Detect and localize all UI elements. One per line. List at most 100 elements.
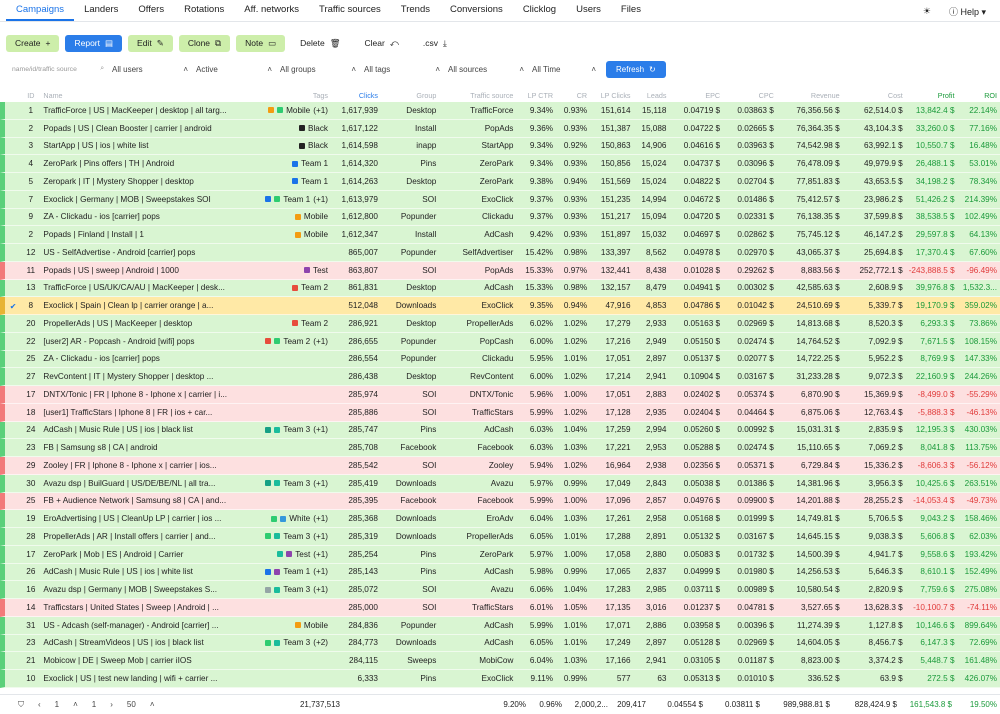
tab-aff-networks[interactable]: Aff. networks	[244, 4, 299, 15]
tab-files[interactable]: Files	[620, 4, 641, 15]
table-row[interactable]: 16 Avazu dsp | Germany | MOB | Sweepstake…	[0, 581, 1000, 599]
campaign-name[interactable]: ZeroPark | Mob | ES | Android | Carrier	[43, 549, 184, 559]
col-header-traffic-source[interactable]: Traffic source	[470, 90, 514, 100]
table-row[interactable]: 24 AdCash | Music Rule | US | ios | black…	[0, 421, 1000, 440]
table-row[interactable]: 29 Zooley | FR | Iphone 8 - Iphone x | ca…	[0, 457, 1000, 475]
table-row[interactable]: 26 AdCash | Music Rule | US | ios | white…	[0, 563, 1000, 582]
campaign-name[interactable]: AdCash | Music Rule | US | ios | white l…	[43, 567, 193, 577]
campaign-name[interactable]: Avazu dsp | Germany | MOB | Sweepstakes …	[43, 585, 218, 595]
tags-select[interactable]: All tags ˄	[360, 61, 444, 77]
col-header-lp-ctr[interactable]: LP CTR	[527, 90, 554, 100]
campaign-name[interactable]: ZA - Clickadu - ios [carrier] pops	[43, 212, 160, 222]
col-header-tags[interactable]: Tags	[312, 90, 329, 100]
table-row[interactable]: 7 Exoclick | Germany | MOB | Sweepstakes …	[0, 190, 1000, 209]
campaign-name[interactable]: Popads | US | sweep | Android | 1000	[43, 265, 179, 275]
table-row[interactable]: ✔ 8 Exoclick | Spain | Clean lp | carrier …	[0, 297, 1000, 315]
campaign-name[interactable]: Popads | US | Clean Booster | carrier | …	[43, 123, 212, 133]
campaign-name[interactable]: PropellerAds | AR | Install offers | car…	[43, 531, 216, 541]
users-select[interactable]: All users ˄	[108, 61, 192, 77]
campaign-name[interactable]: RevContent | IT | Mystery Shopper | desk…	[43, 372, 214, 382]
table-row[interactable]: 2 Popads | Finland | Install | 1 Mobile 1,6…	[0, 226, 1000, 244]
table-row[interactable]: 31 US - Adcash (self-manager) - Android […	[0, 616, 1000, 635]
col-header-clicks[interactable]: Clicks	[358, 90, 378, 100]
status-select[interactable]: Active ˄	[192, 61, 276, 77]
campaign-name[interactable]: DNTX/Tonic | FR | Iphone 8 - Iphone x | …	[43, 389, 228, 399]
tab-clicklog[interactable]: Clicklog	[522, 4, 557, 15]
table-row[interactable]: 18 [user1] TrafficStars | Iphone 8 | FR |…	[0, 403, 1000, 422]
per-page-select[interactable]: 50	[126, 700, 136, 709]
campaign-name[interactable]: Avazu dsp | BuilGuard | US/DE/BE/NL | al…	[43, 478, 216, 488]
sources-select[interactable]: All sources ˄	[444, 61, 528, 77]
clone-button[interactable]: Clone ⧉	[178, 34, 231, 52]
clear-button[interactable]: Clear ⤺	[355, 35, 407, 52]
table-row[interactable]: 25 ZA - Clickadu - ios [carrier] pops 286,…	[0, 350, 1000, 369]
table-row[interactable]: 25 FB + Audience Network | Samsung s8 | C…	[0, 492, 1000, 511]
table-row[interactable]: 14 Trafficstars | United States | Sweep |…	[0, 599, 1000, 617]
campaign-name[interactable]: AdCash | StreamVideos | US | ios | black…	[43, 638, 204, 648]
campaign-name[interactable]: Trafficstars | United States | Sweep | A…	[43, 602, 219, 612]
table-row[interactable]: 5 Zeropark | IT | Mystery Shopper | deskt…	[0, 173, 1000, 191]
tab-landers[interactable]: Landers	[84, 4, 119, 15]
col-header-cr[interactable]: CR	[576, 90, 588, 100]
table-row[interactable]: 4 ZeroPark | Pins offers | TH | Android Te…	[0, 155, 1000, 173]
create-button[interactable]: Create +	[6, 34, 60, 52]
table-row[interactable]: 13 TrafficForce | US/UK/CA/AU | MacKeeper…	[0, 279, 1000, 298]
tab-campaigns[interactable]: Campaigns	[6, 4, 75, 21]
edit-button[interactable]: Edit ✎	[128, 34, 173, 52]
table-row[interactable]: 19 EroAdvertising | US | CleanUp LP | car…	[0, 510, 1000, 528]
table-row[interactable]: 3 StartApp | US | ios | white list Black 1,…	[0, 137, 1000, 156]
campaign-name[interactable]: ZA - Clickadu - ios [carrier] pops	[43, 354, 160, 364]
tab-traffic-sources[interactable]: Traffic sources	[319, 4, 381, 15]
campaign-name[interactable]: StartApp | US | ios | white list	[43, 141, 149, 151]
table-row[interactable]: 1 TrafficForce | US | MacKeeper | desktop…	[0, 102, 1000, 120]
delete-button[interactable]: Delete 🗑	[291, 35, 349, 52]
col-header-epc[interactable]: EPC	[705, 90, 721, 100]
campaign-name[interactable]: AdCash | Music Rule | US | ios | black l…	[43, 425, 193, 435]
table-row[interactable]: 28 PropellerAds | AR | Install offers | c…	[0, 528, 1000, 546]
table-row[interactable]: 23 AdCash | StreamVideos | US | ios | bla…	[0, 634, 1000, 653]
col-header-leads[interactable]: Leads	[646, 90, 667, 100]
campaign-name[interactable]: Exoclick | Spain | Clean lp | carrier or…	[43, 301, 214, 311]
table-row[interactable]: 27 RevContent | IT | Mystery Shopper | de…	[0, 368, 1000, 386]
campaign-name[interactable]: FB + Audience Network | Samsung s8 | CA …	[43, 496, 227, 506]
col-header-profit[interactable]: Profit	[937, 90, 955, 100]
campaign-name[interactable]: FB | Samsung s8 | CA | android	[43, 443, 158, 453]
tab-offers[interactable]: Offers	[138, 4, 165, 15]
campaign-name[interactable]: TrafficForce | US/UK/CA/AU | MacKeeper |…	[43, 283, 225, 293]
campaign-name[interactable]: PropellerAds | US | MacKeeper | desktop	[43, 318, 193, 328]
col-header-revenue[interactable]: Revenue	[810, 90, 840, 100]
campaign-name[interactable]: TrafficForce | US | MacKeeper | desktop …	[43, 105, 227, 115]
col-header-id[interactable]: ID	[27, 90, 35, 100]
theme-toggle-icon[interactable]: ☀	[922, 6, 931, 16]
refresh-button[interactable]: Refresh ↻	[606, 60, 666, 78]
tab-users[interactable]: Users	[576, 4, 601, 15]
table-row[interactable]: 20 PropellerAds | US | MacKeeper | deskto…	[0, 315, 1000, 333]
table-row[interactable]: 10 Exoclick | US | test new landing | wif…	[0, 670, 1000, 688]
col-header-roi[interactable]: ROI	[984, 90, 997, 100]
campaign-name[interactable]: Zeropark | IT | Mystery Shopper | deskto…	[43, 176, 194, 186]
table-row[interactable]: 17 ZeroPark | Mob | ES | Android | Carrie…	[0, 545, 1000, 564]
time-select[interactable]: All Time ˄	[528, 61, 600, 77]
campaign-name[interactable]: [user2] AR - Popcash - Android [wifi] po…	[43, 336, 195, 346]
page-input[interactable]: 1	[91, 700, 97, 709]
campaign-name[interactable]: ZeroPark | Pins offers | TH | Android	[43, 159, 175, 169]
table-row[interactable]: 23 FB | Samsung s8 | CA | android 285,708 F…	[0, 439, 1000, 457]
table-row[interactable]: 9 ZA - Clickadu - ios [carrier] pops Mobil…	[0, 208, 1000, 227]
col-header-name[interactable]: Name	[43, 90, 63, 100]
col-header-group[interactable]: Group	[416, 90, 437, 100]
table-row[interactable]: 2 Popads | US | Clean Booster | carrier |…	[0, 119, 1000, 138]
campaign-name[interactable]: Mobicow | DE | Sweep Mob | carrier iIOS	[43, 656, 192, 666]
note-button[interactable]: Note ▭	[236, 34, 286, 52]
prev-page-button[interactable]: ˄	[73, 700, 78, 709]
campaign-name[interactable]: US - SelfAdvertise - Android [carrier] p…	[43, 247, 196, 257]
col-header-lp-clicks[interactable]: LP Clicks	[600, 90, 631, 100]
next-page-button[interactable]: ›	[110, 700, 113, 709]
col-header-cost[interactable]: Cost	[887, 90, 903, 100]
campaign-name[interactable]: US - Adcash (self-manager) - Android [ca…	[43, 620, 219, 630]
campaign-name[interactable]: Exoclick | Germany | MOB | Sweepstakes S…	[43, 194, 211, 204]
campaign-name[interactable]: EroAdvertising | US | CleanUp LP | carri…	[43, 514, 222, 524]
table-row[interactable]: 17 DNTX/Tonic | FR | Iphone 8 - Iphone x …	[0, 386, 1000, 404]
campaign-name[interactable]: Exoclick | US | test new landing | wifi …	[43, 673, 218, 683]
groups-select[interactable]: All groups ˄	[276, 61, 360, 77]
csv-button[interactable]: .csv ⤓	[414, 35, 456, 52]
